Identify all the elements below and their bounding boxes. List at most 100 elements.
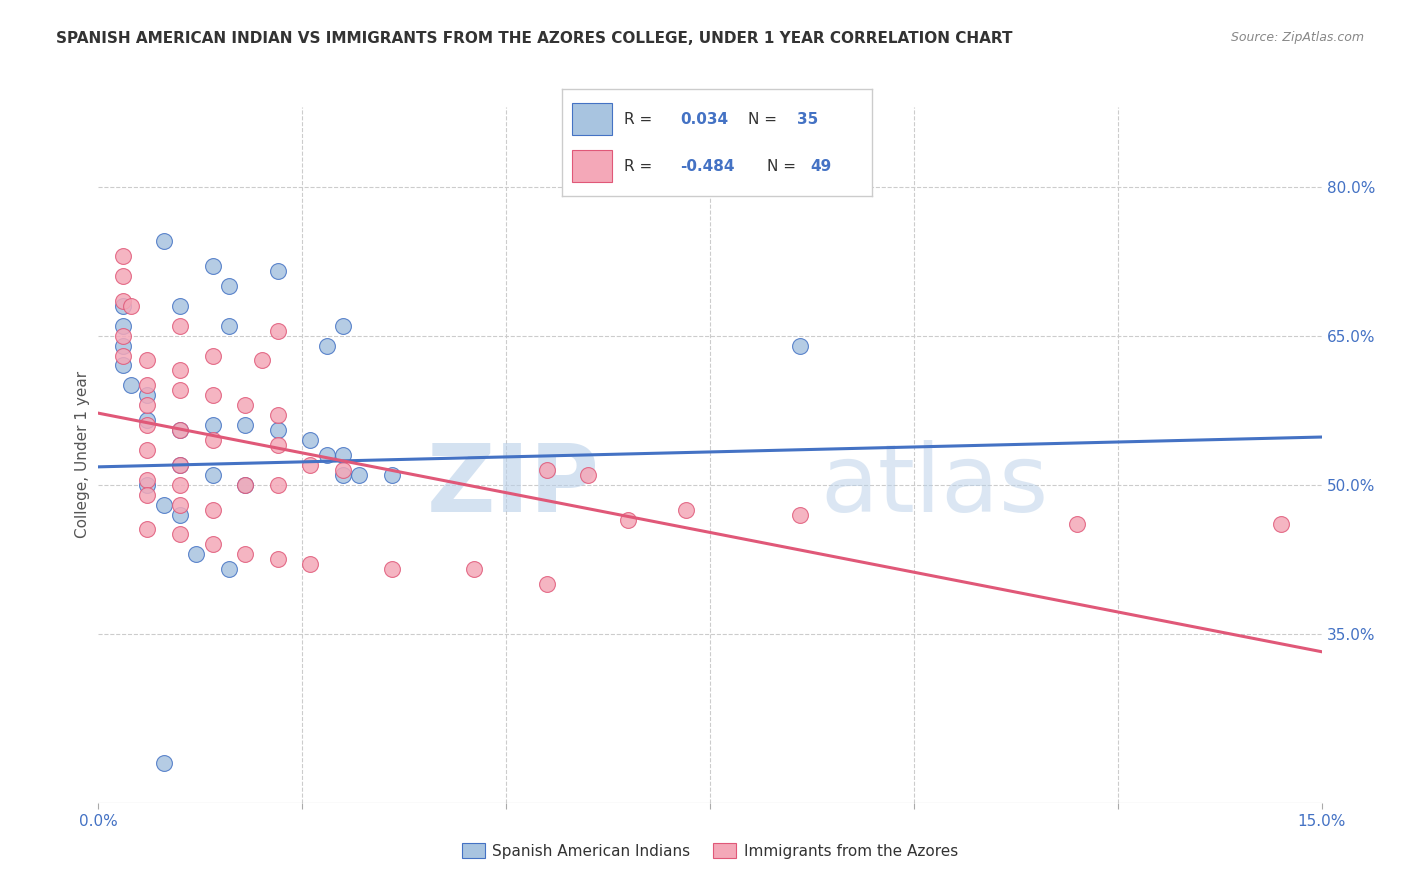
Text: 35: 35 [797, 112, 818, 127]
FancyBboxPatch shape [572, 103, 612, 136]
Point [152, 234, 174, 248]
Point [1066, 517, 1088, 532]
Point [349, 467, 371, 482]
Text: Source: ZipAtlas.com: Source: ZipAtlas.com [1230, 31, 1364, 45]
Point [169, 423, 191, 437]
Point [381, 562, 404, 576]
Point [233, 418, 256, 433]
Point [136, 388, 159, 402]
Legend: Spanish American Indians, Immigrants from the Azores: Spanish American Indians, Immigrants fro… [456, 837, 965, 864]
Point [218, 318, 240, 333]
Point [136, 477, 159, 491]
Text: atlas: atlas [820, 441, 1049, 533]
Point [169, 384, 191, 398]
Point [267, 324, 290, 338]
Point [267, 423, 290, 437]
Point [111, 299, 134, 313]
Point [789, 338, 811, 352]
Point [111, 359, 134, 373]
Point [332, 463, 354, 477]
Text: R =: R = [624, 112, 652, 127]
Point [136, 413, 159, 427]
Text: N =: N = [748, 112, 778, 127]
Point [152, 756, 174, 770]
Point [267, 408, 290, 422]
Point [576, 467, 599, 482]
Point [136, 473, 159, 487]
Point [617, 512, 640, 526]
Point [186, 547, 208, 561]
Point [111, 249, 134, 263]
Point [675, 502, 697, 516]
Point [136, 442, 159, 457]
Point [169, 458, 191, 472]
Point [201, 349, 224, 363]
Point [201, 259, 224, 273]
Point [169, 498, 191, 512]
Point [120, 378, 142, 392]
Y-axis label: College, Under 1 year: College, Under 1 year [75, 371, 90, 539]
Point [169, 508, 191, 522]
Point [111, 328, 134, 343]
Text: N =: N = [766, 159, 796, 174]
Point [111, 293, 134, 308]
Point [332, 467, 354, 482]
Point [299, 433, 322, 447]
Point [201, 467, 224, 482]
Point [201, 388, 224, 402]
Point [136, 378, 159, 392]
Point [111, 349, 134, 363]
Point [201, 502, 224, 516]
Text: R =: R = [624, 159, 652, 174]
Point [169, 458, 191, 472]
Point [250, 353, 273, 368]
Point [169, 477, 191, 491]
Point [201, 418, 224, 433]
Point [169, 527, 191, 541]
Point [233, 477, 256, 491]
Point [152, 498, 174, 512]
Point [201, 537, 224, 551]
Point [169, 363, 191, 377]
Point [381, 467, 404, 482]
Point [136, 488, 159, 502]
Point [536, 463, 558, 477]
Point [218, 279, 240, 293]
Point [789, 508, 811, 522]
Point [332, 318, 354, 333]
Point [1270, 517, 1292, 532]
Text: -0.484: -0.484 [681, 159, 734, 174]
Point [233, 398, 256, 412]
Point [332, 448, 354, 462]
Point [299, 458, 322, 472]
Point [111, 338, 134, 352]
FancyBboxPatch shape [572, 150, 612, 182]
Text: 0.034: 0.034 [681, 112, 728, 127]
Point [111, 268, 134, 283]
Point [111, 318, 134, 333]
Point [169, 423, 191, 437]
Point [218, 562, 240, 576]
Point [267, 264, 290, 278]
Point [299, 558, 322, 572]
Point [267, 438, 290, 452]
Point [136, 523, 159, 537]
Text: ZIP: ZIP [427, 441, 600, 533]
Point [136, 398, 159, 412]
Point [136, 418, 159, 433]
Text: SPANISH AMERICAN INDIAN VS IMMIGRANTS FROM THE AZORES COLLEGE, UNDER 1 YEAR CORR: SPANISH AMERICAN INDIAN VS IMMIGRANTS FR… [56, 31, 1012, 46]
Point [201, 433, 224, 447]
Point [315, 448, 337, 462]
Point [267, 552, 290, 566]
Point [267, 477, 290, 491]
Point [120, 299, 142, 313]
Point [536, 577, 558, 591]
Point [233, 477, 256, 491]
Point [463, 562, 485, 576]
Point [136, 353, 159, 368]
Point [169, 318, 191, 333]
Point [233, 547, 256, 561]
Text: 49: 49 [810, 159, 831, 174]
Point [169, 299, 191, 313]
Point [315, 338, 337, 352]
